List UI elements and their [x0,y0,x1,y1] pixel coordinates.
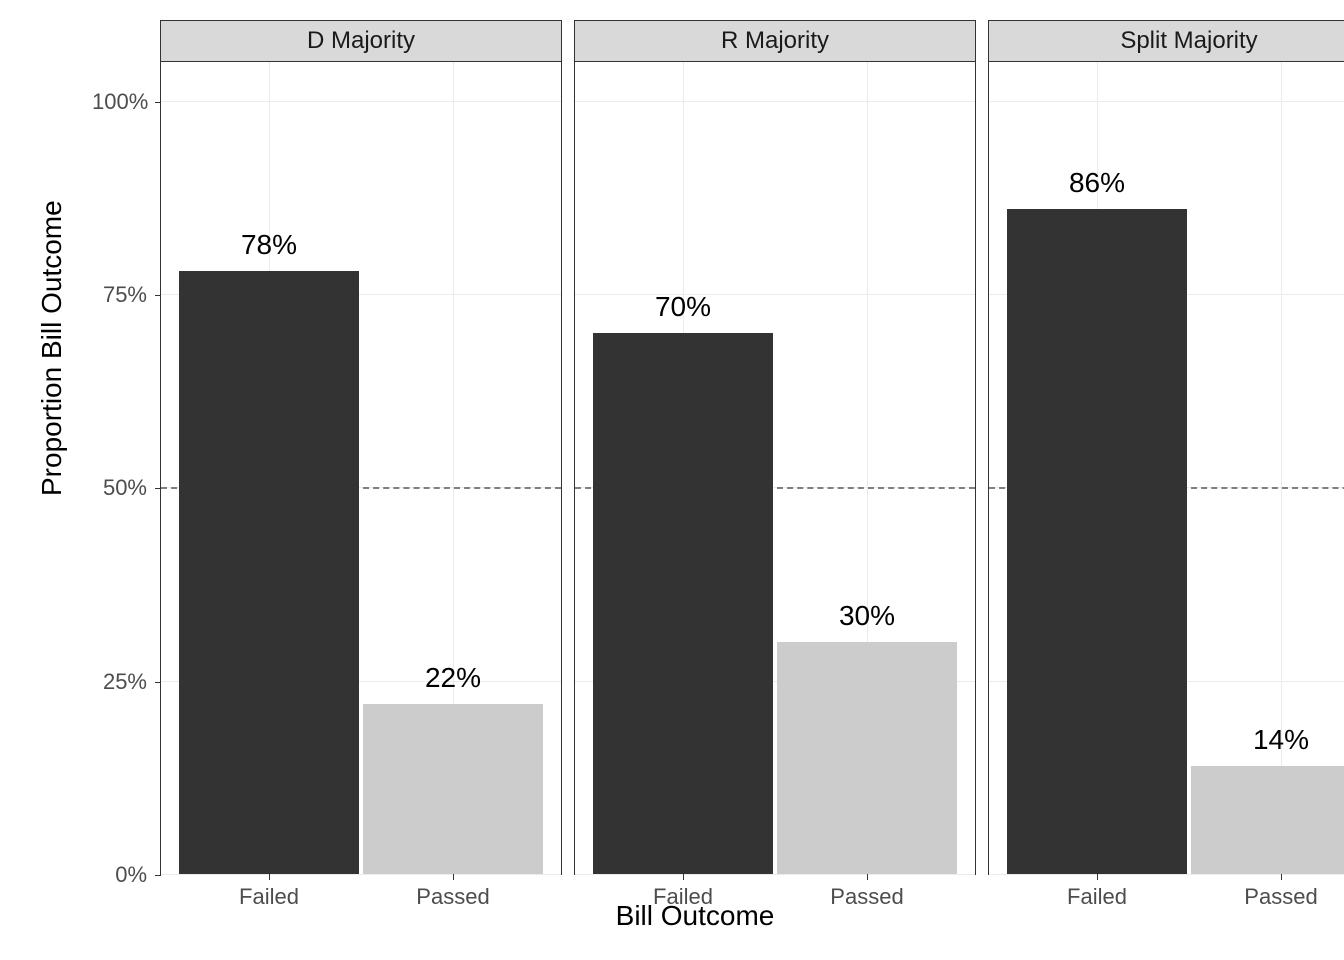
bar-value-label: 70% [655,291,711,323]
gridline-h [989,874,1344,875]
x-tick-mark [1281,874,1282,880]
plot-area: 70%30%FailedPassed [574,62,976,875]
bar [593,333,773,874]
x-tick-labels: Failed Passed [989,880,1344,910]
x-tick-mark [683,874,684,880]
facet-header: Split Majority [988,20,1344,62]
plot-area: 78%22%FailedPassed [160,62,562,875]
x-tick-label: Passed [830,884,903,910]
y-tick-label: 0% [92,862,147,888]
gridline-h [161,874,561,875]
faceted-bar-chart: Proportion Bill Outcome Bill Outcome 0%2… [60,20,1330,940]
facet-header: R Majority [574,20,976,62]
x-tick-mark [269,874,270,880]
bars-group: 86% 14% [989,62,1344,874]
bar-value-label: 14% [1253,724,1309,756]
bar-value-label: 78% [241,229,297,261]
gridline-h [575,874,975,875]
y-axis-label: Proportion Bill Outcome [36,200,68,496]
plot-area: 86%14%FailedPassed [988,62,1344,875]
facet-panel: R Majority70%30%FailedPassed [574,20,976,875]
x-tick-labels: Failed Passed [575,880,975,910]
y-tick-label: 100% [92,89,147,115]
x-tick-mark [453,874,454,880]
y-axis-ticks: 0%25%50%75%100% [100,63,155,875]
bar-value-label: 30% [839,600,895,632]
bar [1007,209,1187,874]
bar-value-label: 22% [425,662,481,694]
x-tick-mark [1097,874,1098,880]
bar [1191,766,1344,874]
y-tick-mark [155,875,161,876]
x-tick-label: Passed [416,884,489,910]
bars-group: 70% 30% [575,62,975,874]
facet-panels: D Majority78%22%FailedPassedR Majority70… [160,20,1344,875]
bar [363,704,543,874]
bar [777,642,957,874]
y-tick-label: 75% [92,282,147,308]
x-tick-labels: Failed Passed [161,880,561,910]
x-tick-label: Passed [1244,884,1317,910]
bar-value-label: 86% [1069,167,1125,199]
x-tick-label: Failed [239,884,299,910]
facet-panel: D Majority78%22%FailedPassed [160,20,562,875]
x-tick-mark [867,874,868,880]
bars-group: 78% 22% [161,62,561,874]
x-tick-label: Failed [653,884,713,910]
x-tick-label: Failed [1067,884,1127,910]
facet-header: D Majority [160,20,562,62]
y-tick-label: 25% [92,669,147,695]
facet-panel: Split Majority86%14%FailedPassed [988,20,1344,875]
y-tick-label: 50% [92,475,147,501]
bar [179,271,359,874]
